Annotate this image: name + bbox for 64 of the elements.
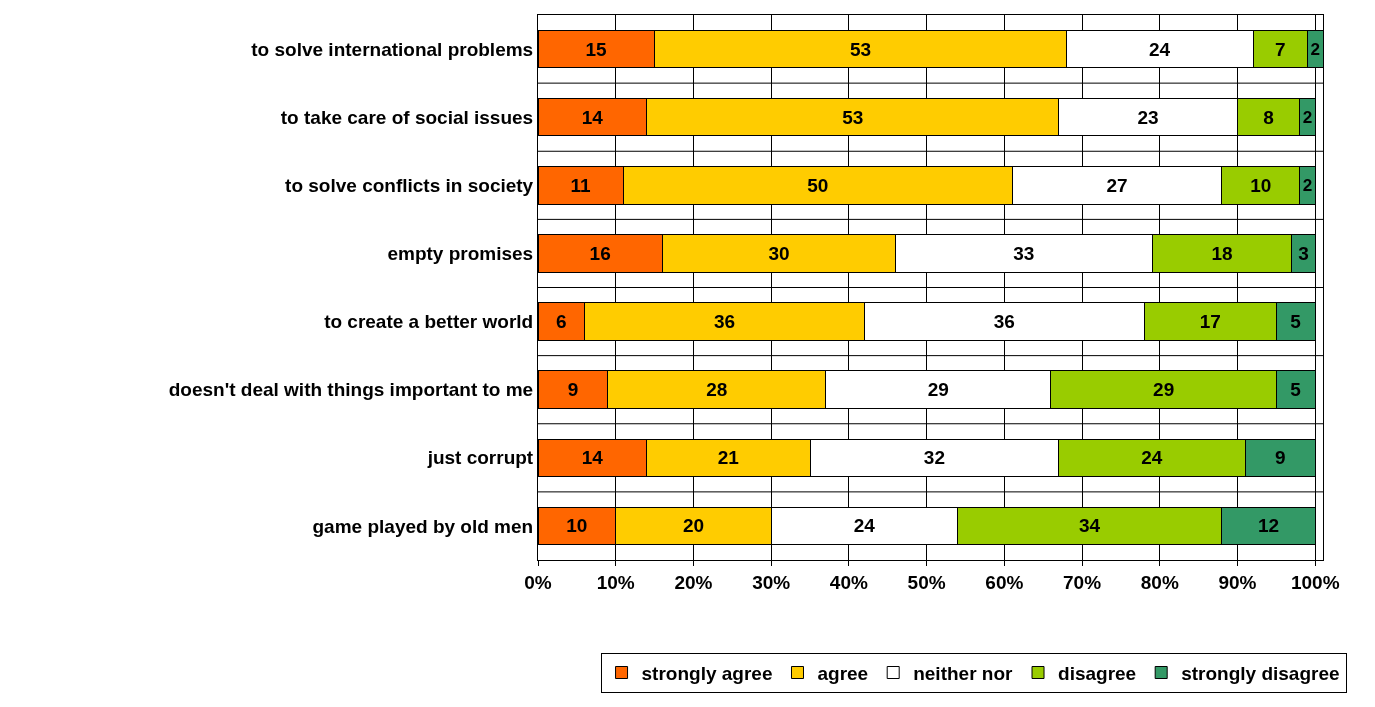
data-label: 30	[768, 242, 790, 264]
x-tick-label: 70%	[1063, 571, 1102, 593]
data-label: 14	[581, 447, 604, 469]
legend-label: neither nor	[913, 662, 1014, 684]
data-label: 2	[1302, 107, 1313, 128]
x-tick-label: 50%	[907, 571, 946, 593]
y-tick-label: game played by old men	[312, 515, 534, 537]
x-tick-label: 60%	[985, 571, 1024, 593]
data-label: 53	[842, 106, 864, 128]
x-tick-label: 20%	[674, 571, 713, 593]
data-label: 29	[927, 379, 949, 401]
data-label: 50	[807, 174, 829, 196]
data-label: 8	[1263, 106, 1274, 128]
data-label: 17	[1199, 311, 1221, 333]
y-tick-label: empty promises	[387, 243, 534, 265]
y-tick-label: to solve conflicts in society	[285, 174, 534, 196]
data-label: 53	[849, 38, 872, 60]
data-label: 2	[1310, 38, 1320, 59]
data-label: 7	[1274, 38, 1286, 60]
data-label: 20	[682, 515, 705, 537]
data-label: 2	[1302, 175, 1313, 196]
x-tick-label: 10%	[596, 571, 635, 593]
legend-label: strongly disagree	[1181, 662, 1340, 684]
legend-label: agree	[817, 662, 869, 684]
x-tick-label: 100%	[1290, 571, 1340, 593]
data-label: 18	[1211, 242, 1233, 264]
data-label: 9	[567, 379, 579, 401]
data-label: 21	[717, 447, 740, 469]
data-label: 24	[1149, 38, 1171, 60]
legend-label: strongly agree	[641, 662, 773, 684]
x-tick-label: 30%	[752, 571, 791, 593]
data-label: 12	[1258, 515, 1280, 537]
x-tick-label: 0%	[524, 571, 552, 593]
data-label: 11	[570, 174, 592, 196]
y-tick-label: to solve international problems	[251, 38, 534, 60]
data-label: 9	[1274, 447, 1286, 469]
data-label: 27	[1106, 174, 1128, 196]
data-label: 36	[993, 311, 1015, 333]
data-label: 10	[566, 515, 588, 537]
y-tick-label: just corrupt	[426, 447, 534, 469]
x-tick-label: 90%	[1218, 571, 1257, 593]
data-label: 36	[713, 311, 736, 333]
data-label: 3	[1298, 242, 1309, 264]
y-tick-label: to take care of social issues	[280, 106, 534, 128]
data-label: 33	[1013, 242, 1035, 264]
x-tick-label: 40%	[829, 571, 869, 593]
data-label: 32	[923, 447, 945, 469]
y-tick-label: to create a better world	[324, 311, 534, 333]
data-label: 24	[1141, 447, 1163, 469]
data-label: 29	[1153, 379, 1175, 401]
data-label: 28	[706, 379, 728, 401]
legend-label: disagree	[1058, 662, 1137, 684]
data-label: 24	[853, 515, 876, 537]
y-tick-label: doesn't deal with things important to me	[168, 379, 534, 401]
data-label: 5	[1290, 379, 1302, 401]
data-label: 34	[1079, 515, 1101, 537]
x-tick-label: 80%	[1140, 571, 1179, 593]
data-label: 16	[589, 242, 611, 264]
data-label: 5	[1290, 311, 1302, 333]
data-label: 23	[1137, 106, 1159, 128]
data-label: 10	[1250, 174, 1272, 196]
data-label: 15	[585, 38, 608, 60]
data-label: 6	[556, 311, 567, 333]
data-label: 14	[581, 106, 604, 128]
